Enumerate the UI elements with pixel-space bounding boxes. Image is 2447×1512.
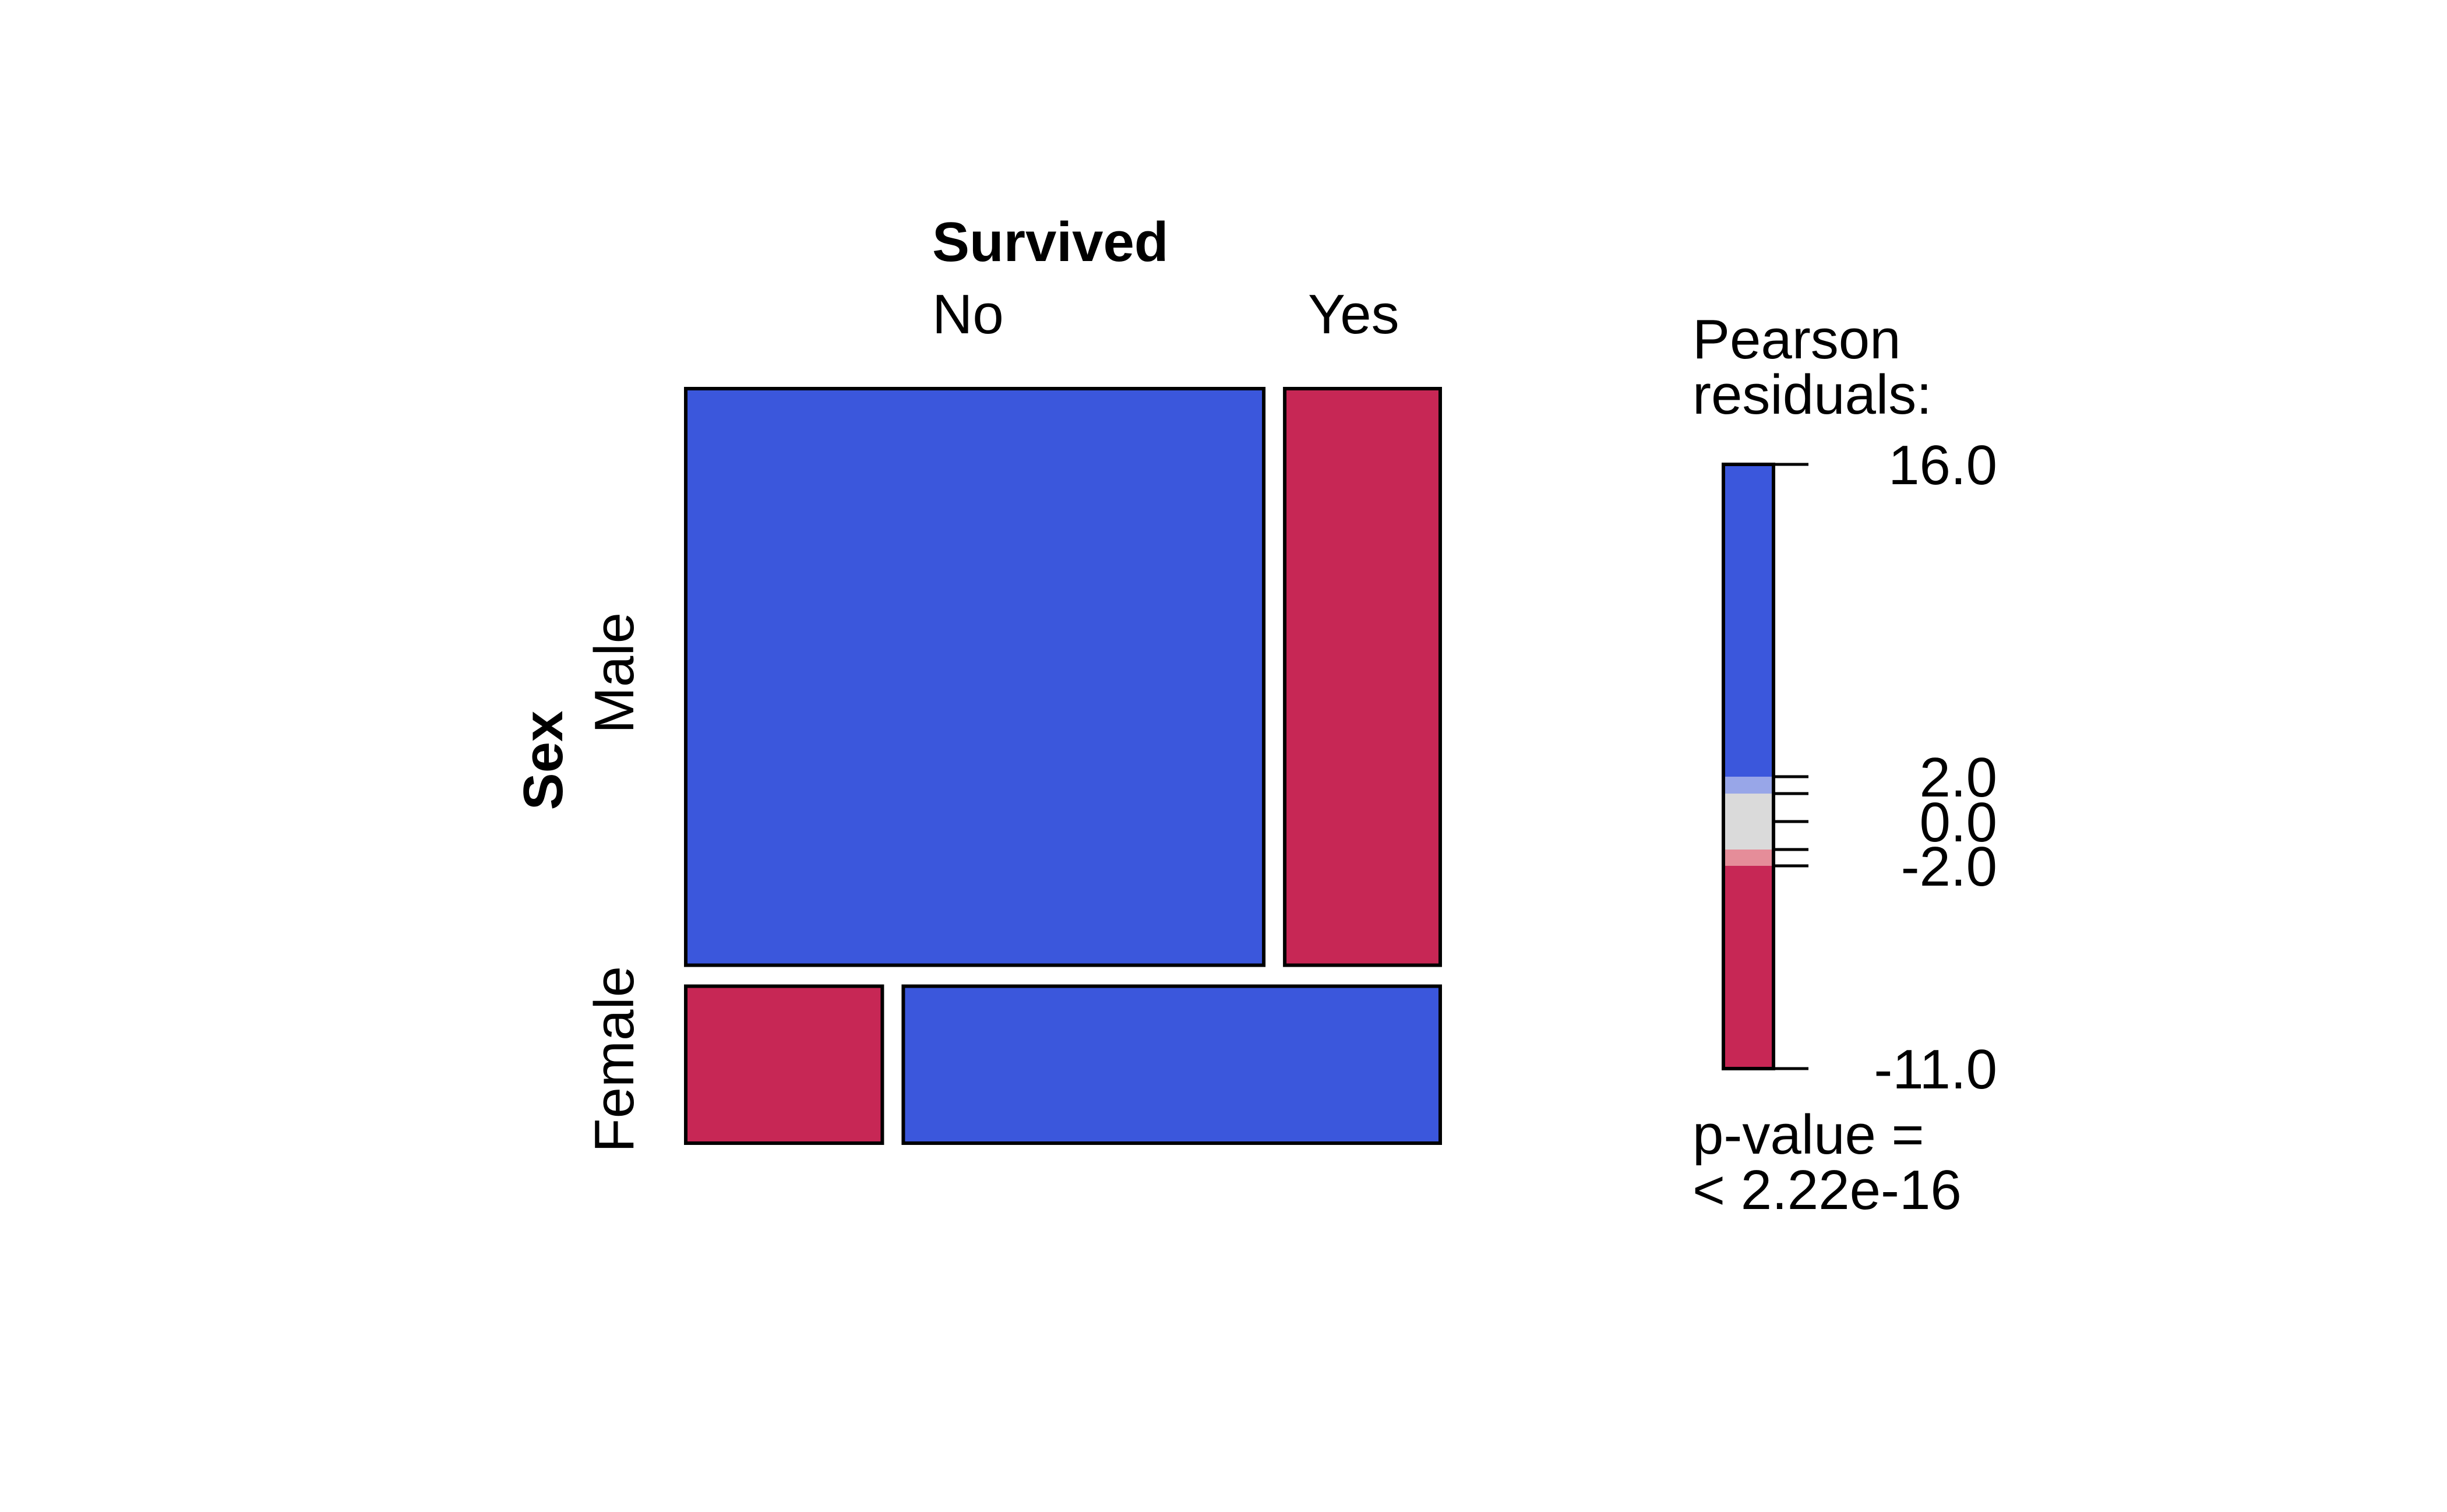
legend-color-bar — [1722, 463, 1775, 1070]
legend-tick-label-neg2: -2.0 — [1901, 836, 1997, 898]
legend-band-positive-weak — [1723, 777, 1773, 794]
mosaic-tile-female-no — [684, 984, 884, 1145]
legend-band-neutral — [1723, 794, 1773, 850]
pvalue-line2: < 2.22e-16 — [1693, 1159, 1962, 1221]
column-variable-label: Survived — [932, 211, 1169, 273]
pvalue-line1: p-value = — [1693, 1104, 1924, 1166]
legend-band-negative-weak — [1723, 850, 1773, 866]
legend-tick-label-0: 0.0 — [1920, 791, 1997, 854]
row-level-female: Female — [583, 966, 646, 1152]
legend-band-negative-strong — [1723, 866, 1773, 1069]
legend-tick-label-2: 2.0 — [1920, 746, 1997, 809]
legend-title-line1: Pearson — [1693, 308, 1901, 371]
row-level-male: Male — [583, 612, 646, 734]
row-variable-label: Sex — [512, 711, 574, 810]
column-level-no: No — [932, 283, 1004, 346]
legend-bar-frame — [1722, 463, 1775, 1070]
mosaic-tile-male-yes — [1283, 387, 1443, 967]
legend-tick-label-neg11: -11.0 — [1874, 1038, 1997, 1101]
mosaic-tile-female-yes — [901, 984, 1442, 1145]
column-level-yes: Yes — [1308, 283, 1399, 346]
mosaic-tile-male-no — [684, 387, 1266, 967]
legend-title-line2: residuals: — [1693, 364, 1932, 426]
legend-band-positive-strong — [1723, 464, 1773, 777]
legend-tick-label-16: 16.0 — [1888, 434, 1997, 496]
